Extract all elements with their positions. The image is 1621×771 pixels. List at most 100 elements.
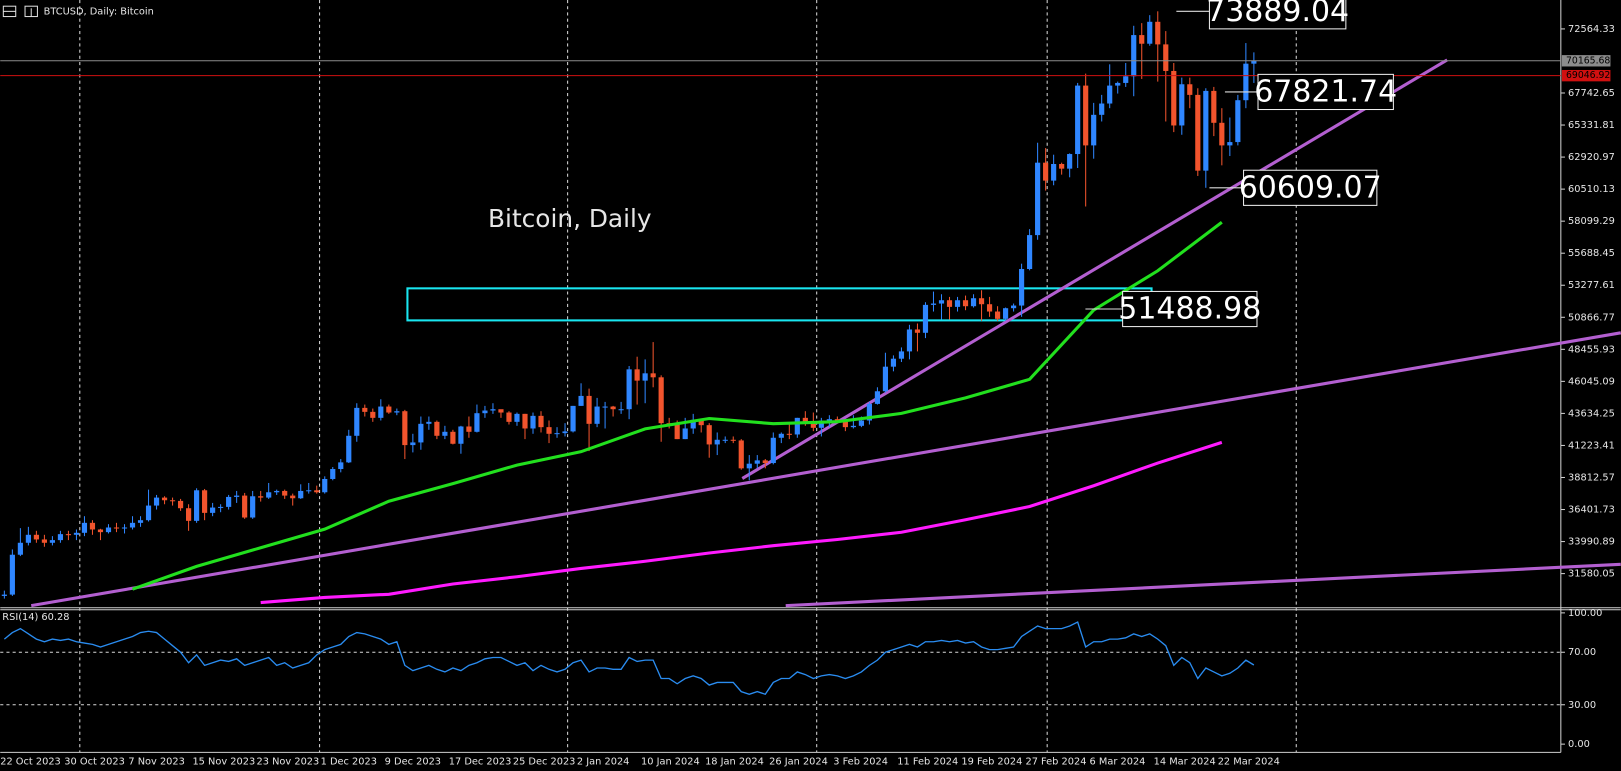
candle-body xyxy=(626,369,632,410)
candle-body xyxy=(722,439,728,441)
candle-body xyxy=(1251,60,1257,64)
y-tick-label: 62920.97 xyxy=(1568,152,1615,163)
candle-body xyxy=(234,495,240,497)
month-grid xyxy=(79,0,1297,753)
candle-body xyxy=(330,469,336,479)
candle-body xyxy=(426,421,432,424)
y-tick-label: 55688.45 xyxy=(1568,248,1615,259)
rsi-line xyxy=(3,621,1255,696)
annotation-box xyxy=(1122,290,1258,328)
y-tick-label: 43634.25 xyxy=(1568,408,1615,419)
candle-body xyxy=(450,431,456,444)
candle-body xyxy=(1083,85,1089,146)
candle-body xyxy=(1219,122,1225,146)
candle-body xyxy=(250,496,256,518)
candle-body xyxy=(346,435,352,463)
candle-body xyxy=(1203,90,1209,171)
candle-body xyxy=(394,411,400,413)
y-tick-label: 67742.65 xyxy=(1568,88,1615,99)
trend-line xyxy=(30,331,1621,608)
candle-body xyxy=(194,490,200,521)
candle-body xyxy=(602,406,608,408)
candle-body xyxy=(129,522,136,528)
candle-body xyxy=(49,540,56,543)
candle-body xyxy=(370,411,376,418)
candle-body xyxy=(274,490,280,493)
y-tick-label: 33990.89 xyxy=(1568,537,1615,548)
candle-body xyxy=(698,419,704,426)
candle-body xyxy=(746,463,752,469)
candle-body xyxy=(610,406,616,410)
x-tick-label: 30 Oct 2023 xyxy=(64,757,125,768)
candle-body xyxy=(153,497,160,506)
candle-body xyxy=(338,462,344,470)
candle-body xyxy=(754,460,760,464)
candle-body xyxy=(1002,308,1009,319)
moving-average xyxy=(260,440,1223,605)
candle-body xyxy=(105,527,112,533)
candle-body xyxy=(266,492,272,498)
y-tick-label: 100.00 xyxy=(1568,608,1602,619)
candle-body xyxy=(498,409,504,413)
moving-average xyxy=(131,220,1223,591)
candle-body xyxy=(242,495,248,518)
x-tick-label: 27 Feb 2024 xyxy=(1025,757,1086,768)
candle-body xyxy=(850,425,856,428)
candle-body xyxy=(506,412,512,422)
y-tick-label: 36401.73 xyxy=(1568,505,1615,516)
candle-body xyxy=(882,366,889,392)
trend-line xyxy=(785,562,1621,608)
candle-body xyxy=(1035,162,1041,236)
chart-title: Bitcoin, Daily xyxy=(488,204,652,233)
candle-body xyxy=(282,490,288,496)
candle-body xyxy=(161,497,168,501)
price-label: 70165.68 xyxy=(1566,55,1610,66)
candle-body xyxy=(794,417,800,435)
candle-body xyxy=(1147,21,1153,44)
candle-body xyxy=(594,406,600,424)
candle-body xyxy=(994,311,1001,319)
candle-body xyxy=(986,304,993,312)
candle-body xyxy=(1091,114,1097,146)
price-label: 69046.92 xyxy=(1566,70,1610,81)
candle-body xyxy=(218,506,224,508)
candle-body xyxy=(466,426,472,432)
candle-body xyxy=(522,413,528,429)
candle-body xyxy=(930,303,937,305)
candle-body xyxy=(474,413,480,432)
x-tick-label: 3 Feb 2024 xyxy=(833,757,888,768)
trend-line xyxy=(741,58,1448,480)
candle-body xyxy=(730,439,736,441)
y-tick-label: 46045.09 xyxy=(1568,376,1615,387)
x-tick-label: 23 Nov 2023 xyxy=(257,757,320,768)
candle-body xyxy=(530,415,536,429)
x-tick-label: 26 Jan 2024 xyxy=(769,757,828,768)
candle-body xyxy=(137,520,144,523)
candle-body xyxy=(145,505,152,521)
candle-body xyxy=(1243,63,1249,101)
annotation-box xyxy=(1257,73,1394,111)
candle-body xyxy=(642,373,648,381)
candle-body xyxy=(89,522,96,530)
candle-body xyxy=(169,500,176,502)
candle-body xyxy=(186,508,192,521)
candle-body xyxy=(810,422,816,428)
candle-body xyxy=(81,522,88,533)
trend-lines xyxy=(30,58,1621,608)
candle-body xyxy=(113,527,120,529)
candle-body xyxy=(1,594,7,596)
y-tick-label: 38812.57 xyxy=(1568,472,1615,483)
candle-body xyxy=(1043,162,1049,181)
x-tick-label: 11 Feb 2024 xyxy=(897,757,958,768)
candle-body xyxy=(978,298,985,305)
candle-body xyxy=(41,539,47,543)
candle-body xyxy=(954,300,961,307)
candle-body xyxy=(658,377,664,424)
candle-body xyxy=(17,542,23,555)
candle-body xyxy=(762,460,768,464)
y-tick-label: 58099.29 xyxy=(1568,216,1615,227)
candle-body xyxy=(65,534,72,536)
candle-body xyxy=(25,534,31,543)
annotation-box xyxy=(1208,0,1347,30)
